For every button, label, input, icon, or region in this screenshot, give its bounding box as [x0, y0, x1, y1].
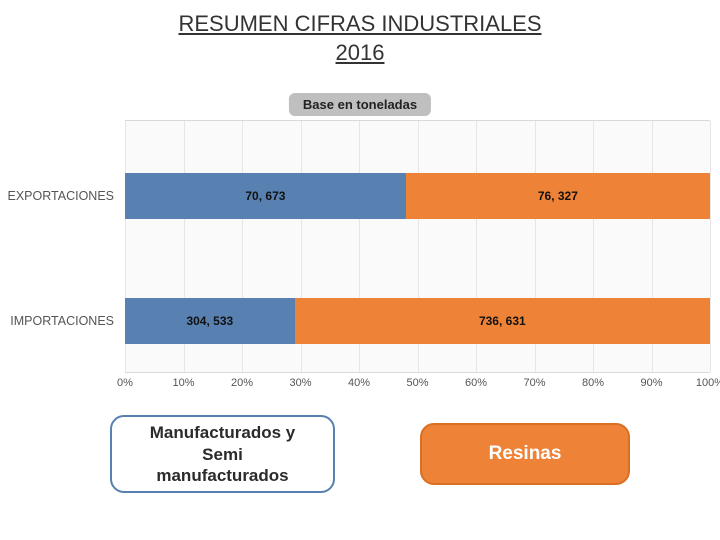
bar-segment: 76, 327 — [406, 173, 710, 219]
x-axis: 0%10%20%30%40%50%60%70%80%90%100% — [125, 373, 710, 395]
title-line2: 2016 — [336, 40, 385, 65]
x-tick-label: 40% — [348, 377, 370, 389]
title-line1: RESUMEN CIFRAS INDUSTRIALES — [178, 11, 541, 36]
bar-segment: 304, 533 — [125, 298, 295, 344]
x-tick-label: 60% — [465, 377, 487, 389]
bar-value-label: 736, 631 — [479, 314, 526, 328]
category-label: EXPORTACIONES — [0, 189, 120, 203]
legend-item: Resinas — [420, 423, 630, 485]
chart-container: Base en toneladas 0% 10% 20% 30% 40% 50% 60% 70… — [0, 85, 720, 395]
chart-subtitle-badge: Base en toneladas — [289, 93, 431, 116]
x-tick-label: 10% — [172, 377, 194, 389]
bar-row: 70, 673 76, 327 — [125, 173, 710, 219]
x-tick-label: 70% — [523, 377, 545, 389]
x-tick-label: 30% — [289, 377, 311, 389]
x-tick-label: 90% — [640, 377, 662, 389]
bar-value-label: 76, 327 — [538, 189, 578, 203]
gridline — [710, 121, 711, 372]
x-tick-label: 100% — [696, 377, 720, 389]
legend-label: Manufacturados ySemimanufacturados — [150, 422, 295, 486]
legend: Manufacturados ySemimanufacturados Resina… — [0, 415, 720, 505]
bar-value-label: 70, 673 — [245, 189, 285, 203]
legend-label: Resinas — [489, 442, 562, 466]
x-tick-label: 20% — [231, 377, 253, 389]
legend-item: Manufacturados ySemimanufacturados — [110, 415, 335, 493]
category-label: IMPORTACIONES — [0, 314, 120, 328]
x-tick-label: 0% — [117, 377, 133, 389]
x-tick-label: 50% — [406, 377, 428, 389]
bar-segment: 70, 673 — [125, 173, 406, 219]
bar-segment: 736, 631 — [295, 298, 710, 344]
x-tick-label: 80% — [582, 377, 604, 389]
bar-row: 304, 533 736, 631 — [125, 298, 710, 344]
bar-value-label: 304, 533 — [186, 314, 233, 328]
